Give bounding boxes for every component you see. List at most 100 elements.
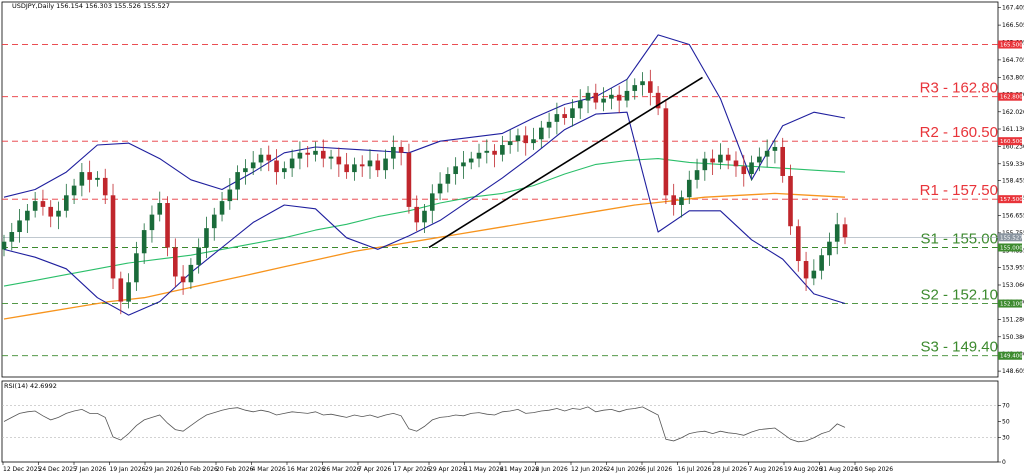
price-tick-label: 163.805 xyxy=(1002,74,1024,81)
r1-tag-bg xyxy=(998,195,1022,204)
candle-down xyxy=(398,146,404,153)
candle-up xyxy=(1,241,7,250)
candle-down xyxy=(671,195,676,205)
candle-up xyxy=(391,146,396,159)
candle-down xyxy=(180,276,186,283)
candle-down xyxy=(375,160,381,171)
s2-label: S2 - 152.10 xyxy=(920,287,998,304)
candle-up xyxy=(531,139,536,144)
candle-up xyxy=(609,94,614,99)
candle-up xyxy=(32,201,38,211)
candle-up xyxy=(126,282,131,302)
date-tick-label: 2 Jun 2026 xyxy=(536,466,568,473)
rsi-panel[interactable] xyxy=(1,380,999,463)
date-tick-label: 29 Jan 2026 xyxy=(145,466,181,473)
candle-down xyxy=(165,203,170,248)
price-tick-label: 167.405 xyxy=(1002,5,1024,12)
candle-up xyxy=(764,150,770,157)
candle-up xyxy=(9,232,15,242)
candle-up xyxy=(204,228,209,248)
candle-up xyxy=(515,135,521,142)
main-price-panel[interactable]: R3 - 162.80 R2 - 160.50 R1 - 157.50 S1 - 15… xyxy=(1,1,999,378)
date-tick-label: 12 Jun 2026 xyxy=(571,466,607,473)
rsi-line xyxy=(3,406,846,443)
candle-up xyxy=(56,210,61,217)
candle-down xyxy=(780,146,786,176)
candle-down xyxy=(655,92,661,109)
current-price-tag-bg xyxy=(998,233,1022,242)
price-tick-label: 158.455 xyxy=(1002,178,1024,185)
price-tick-label: 150.380 xyxy=(1002,334,1024,341)
candle-up xyxy=(507,141,513,146)
date-tick-label: 29 Apr 2026 xyxy=(429,466,466,473)
candle-down xyxy=(305,152,310,155)
candle-up xyxy=(17,220,22,233)
candle-up xyxy=(196,247,201,265)
date-tick-label: 20 Feb 2026 xyxy=(216,466,254,473)
price-tick-label: 148.605 xyxy=(1002,368,1024,375)
date-tick-label: 24 Jun 2026 xyxy=(607,466,643,473)
date-tick-label: 10 Feb 2026 xyxy=(181,466,219,473)
candle-down xyxy=(40,201,46,207)
r3-label: R3 - 162.80 xyxy=(920,80,998,97)
candle-down xyxy=(725,154,731,161)
candle-up xyxy=(79,172,85,186)
date-tick-label: 6 Jul 2026 xyxy=(642,466,672,473)
candle-up xyxy=(219,201,225,215)
candle-down xyxy=(842,224,848,238)
candle-down xyxy=(710,158,715,163)
s3-label: S3 - 149.40 xyxy=(920,339,998,356)
date-tick-label: 21 May 2026 xyxy=(500,466,539,473)
candle-up xyxy=(570,108,575,118)
candle-up xyxy=(63,195,69,211)
r2-label: R2 - 160.50 xyxy=(920,124,998,141)
candle-down xyxy=(593,92,599,103)
s3-tag-bg xyxy=(998,351,1022,360)
candle-up xyxy=(227,189,233,202)
candle-up xyxy=(679,197,684,205)
r1-label: R1 - 157.50 xyxy=(920,182,998,199)
candle-up xyxy=(757,156,762,163)
candle-up xyxy=(624,90,630,101)
rsi-tick-label: 0 xyxy=(1002,459,1006,466)
candle-up xyxy=(250,162,256,169)
candle-down xyxy=(733,160,739,167)
main-panel-frame xyxy=(1,1,999,378)
date-tick-label: 24 Dec 2025 xyxy=(39,466,78,473)
candle-down xyxy=(663,108,669,196)
candle-up xyxy=(243,168,248,173)
candle-up xyxy=(819,255,824,271)
s2-tag-bg xyxy=(998,299,1022,308)
top-line-tag-bg xyxy=(998,40,1022,49)
date-tick-label: 16 Jul 2026 xyxy=(678,466,712,473)
date-tick-label: 4 Mar 2026 xyxy=(252,466,286,473)
candle-down xyxy=(336,156,342,165)
candle-up xyxy=(585,92,591,101)
candle-up xyxy=(577,100,583,109)
candle-down xyxy=(320,150,326,159)
date-tick-label: 10 Sep 2026 xyxy=(855,466,893,473)
candle-up xyxy=(313,150,318,155)
candle-up xyxy=(141,230,147,254)
candle-down xyxy=(795,226,801,262)
date-tick-label: 16 Mar 2026 xyxy=(287,466,325,473)
s3-tag: 149.400 xyxy=(1000,354,1023,360)
r2-tag-bg xyxy=(998,137,1022,146)
r2-tag: 160.500 xyxy=(1000,139,1023,145)
candle-down xyxy=(274,160,279,173)
rsi-panel-frame xyxy=(1,380,999,463)
candle-up xyxy=(539,127,544,140)
rsi-label: RSI(14) 42.6992 xyxy=(4,382,57,390)
candle-up xyxy=(282,168,287,173)
price-axis[interactable]: 167.405166.505165.605164.705163.805162.9… xyxy=(998,5,1024,466)
candle-up xyxy=(328,156,334,159)
candle-down xyxy=(414,206,420,223)
date-tick-label: 7 Jan 2026 xyxy=(74,466,106,473)
candle-up xyxy=(827,241,832,256)
price-tick-label: 153.060 xyxy=(1002,282,1024,289)
candle-up xyxy=(834,224,840,242)
candle-down xyxy=(562,114,567,118)
candle-down xyxy=(87,172,92,180)
